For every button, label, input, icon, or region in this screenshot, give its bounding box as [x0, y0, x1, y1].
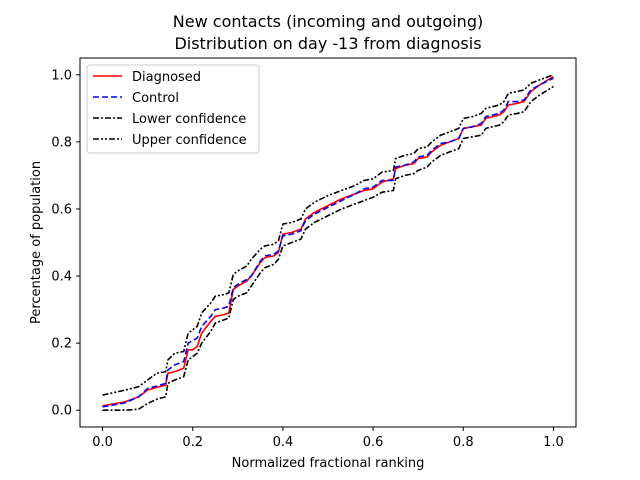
x-axis-label: Normalized fractional ranking [232, 456, 425, 471]
x-tick-label: 0.4 [273, 435, 294, 450]
y-tick-label: 0.2 [51, 337, 72, 352]
plot-frame [79, 57, 577, 428]
x-tick-label: 0.2 [182, 435, 203, 450]
ticks-layer: 0.0 0.2 0.4 0.6 0.8 1.0 0.0 0.2 0.4 0.6 0.8 1.0 [51, 68, 563, 450]
legend-label-lower-confidence: Lower confidence [132, 112, 246, 127]
y-tick-label: 0.0 [51, 404, 72, 419]
series-line-diagnosed [102, 75, 554, 407]
legend-label-upper-confidence: Upper confidence [132, 133, 247, 148]
series-line-lower-confidence [102, 85, 554, 412]
legend: Diagnosed Control Lower confidence Upper… [86, 64, 260, 154]
x-tick-label: 1.0 [543, 435, 564, 450]
legend-label-control: Control [132, 91, 179, 106]
legend-box [86, 64, 260, 154]
x-tick-label: 0.8 [453, 435, 474, 450]
y-axis-label: Percentage of population [29, 161, 44, 324]
series-line-control [102, 77, 554, 408]
y-tick-label: 0.4 [51, 270, 72, 285]
y-tick-label: 0.6 [51, 202, 72, 217]
x-tick-label: 0.0 [92, 435, 113, 450]
x-tick-label: 0.6 [363, 435, 384, 450]
chart-title: New contacts (incoming and outgoing) [173, 12, 483, 31]
y-tick-label: 0.8 [51, 135, 72, 150]
y-tick-label: 1.0 [51, 68, 72, 83]
series-layer [102, 74, 554, 412]
chart-subtitle: Distribution on day -13 from diagnosis [174, 34, 481, 53]
legend-label-diagnosed: Diagnosed [132, 70, 201, 85]
